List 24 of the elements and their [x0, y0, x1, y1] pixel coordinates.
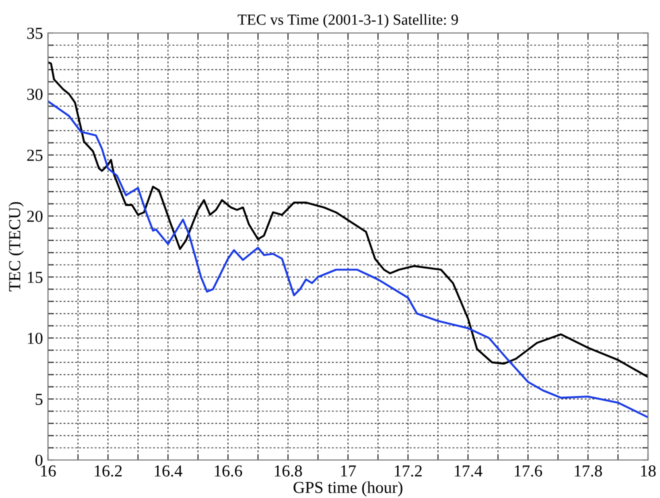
y-tick-label: 5 [36, 394, 42, 405]
x-tick-label: 16.4 [154, 465, 182, 477]
x-tick-label: 17.6 [514, 465, 542, 477]
x-tick-label: 16.6 [214, 465, 242, 477]
x-tick-label: 16.2 [94, 465, 122, 477]
line-series [48, 61, 648, 378]
x-tick-label: 16 [41, 465, 56, 477]
x-axis-title: GPS time (hour) [294, 481, 402, 496]
x-tick-label: 17.8 [574, 465, 602, 477]
y-tick-label: 0 [35, 454, 43, 466]
x-tick-label: 16.8 [274, 465, 302, 477]
x-tick-label: 17.4 [454, 465, 482, 477]
chart-title: TEC vs Time (2001-3-1) Satellite: 9 [238, 14, 458, 28]
x-tick-label: 17.2 [394, 465, 422, 477]
y-tick-label: 10 [28, 332, 43, 344]
y-tick-label: 35 [27, 28, 42, 39]
y-tick-label: 30 [27, 88, 43, 100]
line-series [48, 100, 648, 418]
y-axis-title: TEC (TECU) [8, 202, 24, 292]
x-tick-label: 17 [341, 465, 356, 476]
y-tick-label: 15 [28, 272, 42, 283]
x-tick-label: 18 [641, 465, 656, 477]
y-tick-label: 25 [27, 150, 42, 161]
y-tick-label: 20 [27, 210, 43, 222]
